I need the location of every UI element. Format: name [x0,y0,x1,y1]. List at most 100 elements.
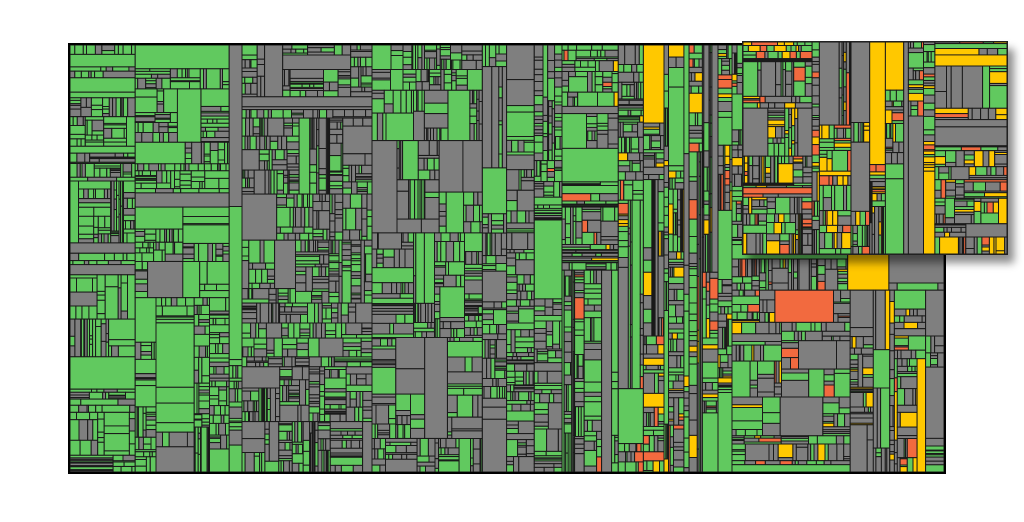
treemap-cell [340,430,348,436]
treemap-cell [198,345,207,358]
treemap-cell [617,109,629,117]
treemap-cell [371,112,378,142]
treemap-cell [563,301,573,307]
treemap-cell [478,89,483,102]
treemap-cell [182,253,195,260]
treemap-cell [258,153,270,162]
treemap-cell [764,312,769,323]
treemap-cell [583,283,603,290]
treemap-cell [781,126,786,139]
treemap-cell [308,239,315,253]
treemap-cell [361,193,368,209]
treemap-cell [220,405,226,416]
treemap-cell [291,356,296,368]
treemap-cell [402,81,410,91]
treemap-cell [586,126,598,132]
treemap-cell [871,193,878,202]
treemap-cell [506,136,535,141]
treemap-cell [351,181,358,195]
treemap-cell [668,45,685,58]
treemap-cell [396,218,422,234]
treemap-cell [308,193,314,209]
treemap-cell [844,413,851,428]
treemap-cell [258,322,267,330]
treemap-cell [481,319,495,326]
treemap-cell [391,338,397,347]
treemap-cell [530,400,535,405]
treemap-cell [350,239,362,246]
treemap-cell [70,411,77,421]
treemap-cell [498,124,503,155]
treemap-cell [88,404,97,413]
treemap-cell [574,329,585,336]
treemap-cell [267,109,272,119]
treemap-cell [595,269,603,285]
treemap-cell [249,117,254,137]
treemap-cell [688,320,698,333]
treemap-cell [427,322,432,329]
treemap-cell [676,316,684,324]
treemap-cell [161,305,188,317]
treemap-cell [940,179,947,199]
treemap-cell [875,456,882,472]
treemap-cell [70,264,136,276]
treemap-cell [955,183,965,188]
treemap-cell [899,315,905,323]
treemap-cell [688,66,703,74]
treemap-cell [244,59,251,69]
treemap-cell [363,239,373,247]
treemap-cell [818,42,840,126]
treemap-cell [151,451,157,458]
treemap-cell [205,126,219,132]
treemap-cell [356,373,367,380]
treemap-cell [324,369,331,379]
treemap-cell [164,241,174,255]
treemap-cell [340,464,354,472]
treemap-cell [930,51,936,63]
treemap-cell [663,73,669,92]
treemap-cell [743,42,753,46]
treemap-cell [837,224,844,233]
treemap-cell [180,188,200,194]
treemap-cell [743,187,813,195]
treemap-cell [849,417,874,424]
treemap-cell [363,290,373,296]
treemap-cell [219,336,230,345]
treemap-cell [837,283,849,291]
treemap-cell [218,400,228,407]
treemap-cell [488,45,497,59]
treemap-cell [506,252,517,259]
treemap-cell [652,460,661,472]
treemap-cell [642,308,653,324]
treemap-cell [104,215,112,229]
treemap-cell [464,263,483,269]
treemap-cell [849,353,859,361]
treemap-cell [871,200,886,207]
treemap-cell [574,66,596,73]
treemap-cell [333,361,348,368]
treemap-cell [70,242,136,254]
treemap-cell [907,365,913,373]
treemap-cell [717,74,733,80]
treemap-cell [278,449,293,457]
treemap-cell [859,210,866,226]
treemap-cell [269,387,276,423]
treemap-cell [324,404,331,410]
treemap-cell [818,248,837,254]
treemap-cell [731,429,737,437]
treemap-cell [402,140,419,181]
treemap-cell [963,159,975,165]
treemap-cell [563,295,573,303]
treemap-cell [642,470,654,472]
treemap-cell [986,201,994,214]
treemap-cell [624,461,637,472]
treemap-cell [497,378,508,387]
treemap-cell [518,283,524,292]
treemap-cell [701,412,719,472]
treemap-cell [190,181,201,190]
treemap-cell [328,262,340,270]
treemap-cell [659,460,665,472]
treemap-cell [791,95,797,104]
treemap-cell [460,274,466,288]
treemap-cell [76,152,86,163]
